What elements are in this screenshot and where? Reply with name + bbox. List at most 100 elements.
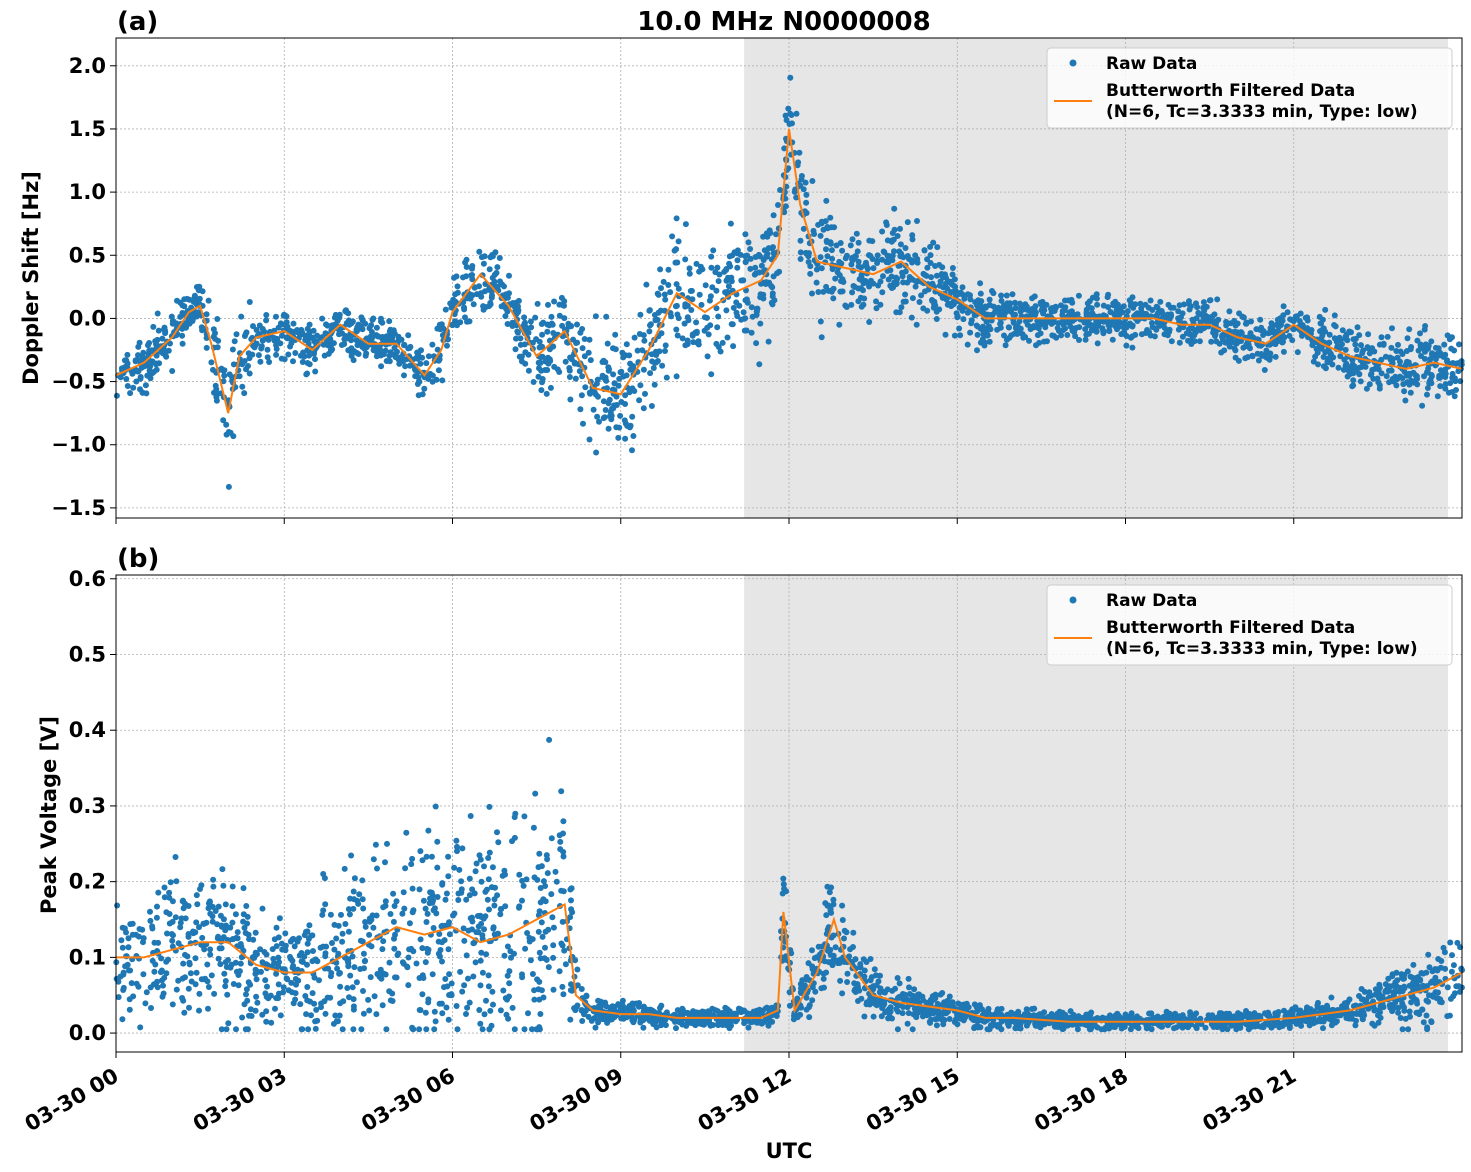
raw-data-point	[658, 285, 664, 292]
raw-data-point	[1414, 983, 1421, 990]
raw-data-point	[491, 902, 498, 909]
raw-data-point	[1014, 330, 1021, 337]
raw-data-point	[723, 307, 730, 314]
raw-data-point	[1419, 1006, 1426, 1013]
y-tick-label: 1.0	[69, 180, 106, 204]
raw-data-point	[568, 897, 574, 904]
raw-data-point	[312, 1025, 319, 1032]
raw-data-point	[1448, 345, 1455, 352]
raw-data-point	[1223, 322, 1230, 329]
raw-data-point	[686, 270, 693, 277]
raw-data-point	[1388, 344, 1395, 351]
raw-data-point	[708, 264, 715, 271]
raw-data-point	[902, 245, 909, 251]
raw-data-point	[439, 880, 446, 887]
raw-data-point	[144, 372, 151, 379]
raw-data-point	[159, 993, 166, 1000]
raw-data-point	[497, 1007, 504, 1014]
raw-data-point	[1214, 1014, 1221, 1021]
raw-data-point	[400, 358, 407, 365]
raw-data-point	[693, 319, 700, 326]
raw-data-point	[1424, 1026, 1431, 1033]
raw-data-point	[275, 981, 282, 988]
raw-data-point	[498, 303, 505, 310]
raw-data-point	[382, 898, 389, 905]
raw-data-point	[124, 383, 131, 389]
raw-data-point	[776, 268, 783, 275]
raw-data-point	[429, 372, 436, 379]
raw-data-point	[902, 298, 909, 305]
raw-data-point	[531, 987, 538, 994]
raw-data-point	[529, 1026, 535, 1033]
raw-data-point	[1424, 385, 1431, 391]
raw-data-point	[229, 903, 236, 910]
raw-data-point	[1142, 312, 1148, 319]
raw-data-point	[310, 334, 317, 341]
raw-data-point	[205, 984, 212, 990]
raw-data-point	[618, 1015, 625, 1022]
raw-data-point	[476, 248, 483, 255]
raw-data-point	[537, 354, 544, 361]
raw-data-point	[751, 271, 758, 278]
raw-data-point	[1155, 309, 1162, 316]
raw-data-point	[921, 271, 928, 278]
raw-data-point	[546, 346, 553, 353]
raw-data-point	[1272, 353, 1279, 360]
raw-data-point	[793, 110, 800, 117]
raw-data-point	[465, 975, 471, 982]
raw-data-point	[1356, 371, 1363, 377]
raw-data-point	[823, 912, 830, 919]
raw-data-point	[608, 416, 615, 423]
raw-data-point	[370, 332, 377, 339]
raw-data-point	[891, 248, 897, 255]
raw-data-point	[1442, 385, 1449, 392]
raw-data-point	[1268, 320, 1275, 327]
raw-data-point	[193, 969, 200, 976]
raw-data-point	[257, 358, 264, 365]
raw-data-point	[222, 927, 229, 934]
raw-data-point	[667, 289, 674, 296]
raw-data-point	[1316, 313, 1323, 320]
raw-data-point	[469, 263, 476, 269]
raw-data-point	[642, 390, 648, 397]
raw-data-point	[894, 233, 901, 239]
raw-data-point	[545, 964, 552, 971]
raw-data-point	[1035, 325, 1042, 332]
raw-data-point	[245, 350, 252, 357]
raw-data-point	[1290, 318, 1297, 325]
raw-data-point	[948, 1001, 955, 1008]
raw-data-point	[1146, 1010, 1153, 1017]
raw-data-point	[519, 974, 526, 981]
raw-data-point	[328, 340, 335, 347]
raw-data-point	[359, 877, 366, 884]
raw-data-point	[724, 334, 731, 341]
raw-data-point	[696, 291, 703, 298]
raw-data-point	[990, 303, 997, 310]
raw-data-point	[624, 422, 631, 429]
raw-data-point	[356, 891, 363, 898]
raw-data-point	[152, 338, 159, 345]
raw-data-point	[561, 947, 568, 954]
raw-data-point	[1059, 312, 1066, 318]
raw-data-point	[119, 1016, 126, 1023]
raw-data-point	[878, 1013, 885, 1020]
raw-data-point	[753, 308, 760, 315]
raw-data-point	[1405, 1026, 1412, 1033]
raw-data-point	[273, 346, 280, 352]
raw-data-point	[311, 974, 318, 981]
raw-data-point	[629, 364, 636, 371]
raw-data-point	[414, 349, 421, 356]
raw-data-point	[273, 943, 280, 950]
raw-data-point	[248, 1013, 255, 1019]
raw-data-point	[169, 1001, 176, 1008]
raw-data-point	[924, 256, 931, 263]
raw-data-point	[1038, 307, 1045, 314]
raw-data-point	[599, 374, 606, 381]
raw-data-point	[709, 284, 716, 291]
raw-data-point	[1212, 319, 1219, 326]
raw-data-point	[196, 295, 203, 302]
raw-data-point	[516, 904, 522, 911]
raw-data-point	[380, 970, 387, 977]
raw-data-point	[1350, 336, 1357, 343]
raw-data-point	[186, 961, 193, 968]
